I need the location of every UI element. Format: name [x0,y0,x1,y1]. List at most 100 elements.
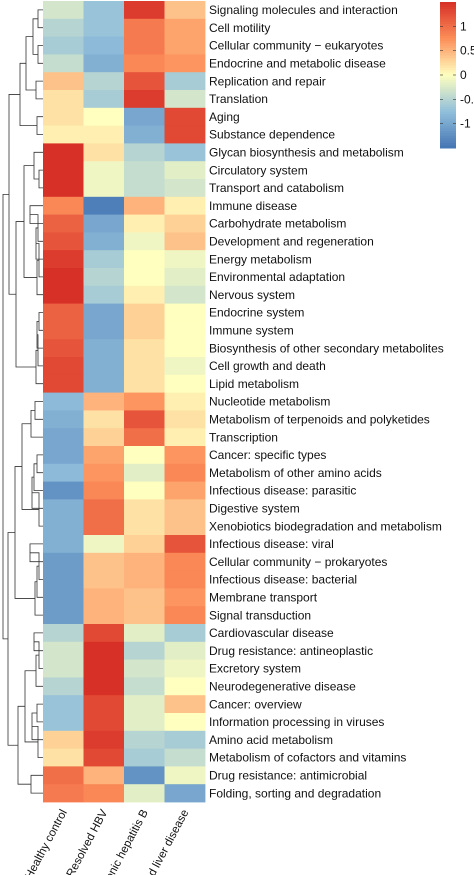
heatmap-cell [164,499,206,518]
heatmap-cell [124,730,165,749]
heatmap-cell [43,624,84,643]
row-label: Glycan biosynthesis and metabolism [209,146,404,160]
heatmap-cell [43,107,84,126]
heatmap-cell [43,232,84,251]
heatmap-cell [124,659,165,678]
row-label: Drug resistance: antimicrobial [209,769,367,783]
heatmap-cells [43,1,206,803]
heatmap-cell [83,196,125,215]
heatmap-cell [83,250,125,269]
heatmap-cell [124,161,165,180]
heatmap-cell [124,535,165,554]
heatmap-cell [83,481,125,500]
row-label: Nucleotide metabolism [209,395,330,409]
heatmap-cell [164,588,206,607]
row-label: Cardiovascular disease [209,626,334,640]
row-label: Endocrine system [209,306,304,320]
heatmap-cell [83,232,125,251]
row-label: Development and regeneration [209,235,374,249]
row-label: Folding, sorting and degradation [209,786,381,800]
heatmap-cell [164,446,206,465]
heatmap-cell [124,784,165,803]
heatmap-cell [164,1,206,20]
legend-tick-label: -1 [460,117,471,131]
heatmap-cell [83,268,125,287]
heatmap-cell [124,321,165,340]
heatmap-cell [83,766,125,785]
heatmap-cell [124,339,165,358]
heatmap-cell [43,1,84,20]
heatmap-cell [83,570,125,589]
heatmap-cell [124,72,165,91]
heatmap-cell [164,730,206,749]
row-label: Cancer: overview [209,697,302,711]
row-label: Nervous system [209,288,295,302]
row-label: Metabolism of other amino acids [209,466,382,480]
heatmap-cell [83,552,125,571]
column-label: Healthy control [23,808,70,875]
heatmap-cell [124,392,165,411]
heatmap-cell [124,374,165,393]
heatmap-cell [43,499,84,518]
heatmap-cell [124,90,165,109]
row-label: Cancer: specific types [209,448,326,462]
heatmap-cell [83,499,125,518]
row-label: Circulatory system [209,163,308,177]
legend-tick-label: 1 [460,19,467,33]
row-label: Endocrine and metabolic disease [209,57,386,71]
row-label: Biosynthesis of other secondary metaboli… [209,341,444,355]
heatmap-cell [164,339,206,358]
heatmap-cell [124,588,165,607]
heatmap-cell [124,428,165,447]
heatmap-cell [43,410,84,429]
heatmap-cell [164,641,206,660]
heatmap-cell [164,196,206,215]
heatmap-cell [124,1,165,20]
legend-tick-label: -0.5 [460,92,474,106]
heatmap-cell [164,766,206,785]
heatmap-cell [83,624,125,643]
heatmap-cell [164,784,206,803]
row-label: Metabolism of terpenoids and polyketides [209,413,430,427]
row-label: Metabolism of cofactors and vitamins [209,751,406,765]
heatmap-cell [83,161,125,180]
heatmap-cell [43,463,84,482]
heatmap-cell [164,570,206,589]
heatmap-cell [164,410,206,429]
heatmap-cell [124,713,165,732]
heatmap-cell [83,125,125,144]
heatmap-cell [124,766,165,785]
heatmap-cell [124,677,165,696]
heatmap-cell [164,125,206,144]
heatmap-cell [124,36,165,55]
row-label: Excretory system [209,662,301,676]
heatmap-cell [164,552,206,571]
row-label: Substance dependence [209,128,335,142]
heatmap-cell [124,250,165,269]
heatmap-cell [43,730,84,749]
heatmap-cell [83,446,125,465]
row-label: Carbohydrate metabolism [209,217,346,231]
row-label: Signaling molecules and interaction [209,3,398,17]
heatmap-cell [43,268,84,287]
heatmap-cell [164,748,206,767]
heatmap-cell [83,748,125,767]
heatmap-cell [164,392,206,411]
heatmap-cell [43,125,84,144]
heatmap-cell [83,392,125,411]
heatmap-cell [43,570,84,589]
heatmap-cell [164,214,206,233]
heatmap-cell [83,463,125,482]
row-label: Infectious disease: bacterial [209,573,357,587]
heatmap-cell [164,143,206,162]
heatmap-cell [83,784,125,803]
row-label: Cell growth and death [209,359,326,373]
row-label: Immune system [209,324,294,338]
heatmap-cell [164,374,206,393]
heatmap-cell [124,179,165,198]
heatmap-cell [83,339,125,358]
legend-tick-label: 0 [460,68,467,82]
heatmap-cell [164,517,206,536]
heatmap-cell [43,446,84,465]
heatmap-cell [164,18,206,37]
